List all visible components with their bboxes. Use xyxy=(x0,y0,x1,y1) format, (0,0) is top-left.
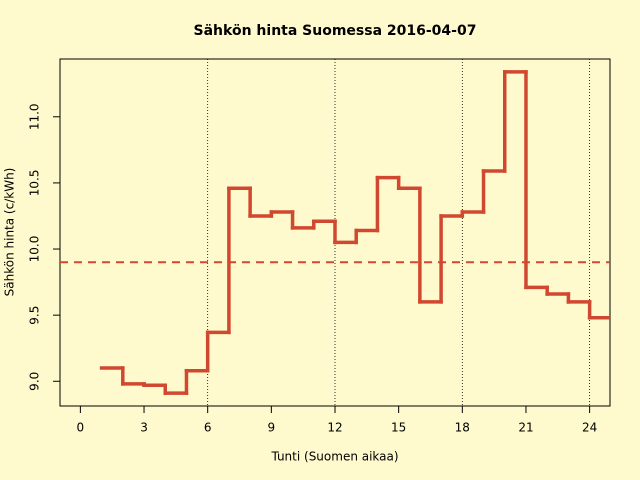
x-tick-label: 15 xyxy=(391,421,406,435)
y-tick-label: 9.0 xyxy=(28,372,42,391)
x-tick-label: 21 xyxy=(518,421,533,435)
y-tick-label: 10.5 xyxy=(28,170,42,197)
y-tick-label: 11.0 xyxy=(28,103,42,130)
y-tick-label: 9.5 xyxy=(28,306,42,325)
x-tick-label: 0 xyxy=(77,421,85,435)
x-tick-label: 9 xyxy=(268,421,276,435)
x-axis-label: Tunti (Suomen aikaa) xyxy=(270,450,398,464)
plot-area xyxy=(60,59,610,406)
x-tick-label: 24 xyxy=(582,421,597,435)
chart-title: Sähkön hinta Suomessa 2016-04-07 xyxy=(194,23,477,39)
x-tick-label: 3 xyxy=(140,421,148,435)
x-tick-label: 6 xyxy=(204,421,212,435)
x-tick-label: 12 xyxy=(327,421,342,435)
y-tick-label: 10.0 xyxy=(28,236,42,263)
x-tick-label: 18 xyxy=(455,421,470,435)
y-axis-label: Sähkön hinta (c/kWh) xyxy=(3,168,17,297)
